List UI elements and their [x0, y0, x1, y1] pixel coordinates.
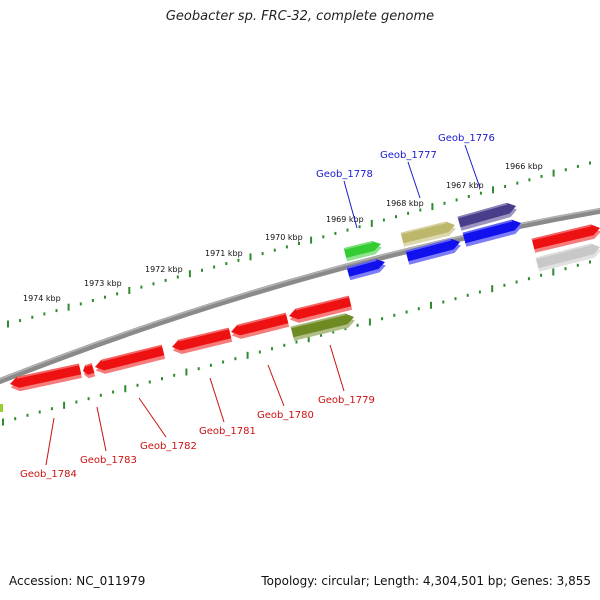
gene-label-leader: [329, 344, 345, 392]
kbp-label: 1971 kbp: [205, 249, 243, 258]
gene-red-right: [531, 224, 600, 250]
gene-geob-1782: [95, 344, 165, 371]
kbp-label: 1974 kbp: [23, 294, 61, 303]
gene-geob-1782-highlight: [101, 344, 163, 362]
kbp-label: 1967 kbp: [446, 181, 484, 190]
gene-label-leader: [138, 397, 167, 438]
gene-olive-highlight: [290, 313, 346, 329]
gene-label-leader: [343, 180, 358, 229]
kbp-label: 1968 kbp: [386, 199, 424, 208]
gene-label: Geob_1784: [20, 469, 77, 480]
gene-label-leader: [45, 417, 55, 466]
gene-label-leader: [464, 144, 481, 189]
edge-gene-fragment: [0, 404, 3, 412]
gene-geob-1780-highlight: [237, 312, 287, 327]
gene-geob-1784-highlight: [16, 363, 80, 379]
gene-blue-3-highlight: [462, 219, 513, 235]
gene-geob-1779: [289, 295, 352, 320]
gene-label: Geob_1779: [318, 395, 375, 406]
gene-geob-1777: [400, 221, 455, 244]
gene-olive: [290, 313, 354, 338]
gene-label-leader: [209, 377, 225, 423]
gene-blue-2: [405, 238, 460, 262]
gene-gray-right-highlight: [535, 243, 592, 260]
gene-blue-2-highlight: [405, 238, 452, 253]
page-title: Geobacter sp. FRC-32, complete genome: [165, 9, 435, 24]
gene-label: Geob_1777: [380, 150, 437, 161]
gene-blue-1: [346, 259, 385, 277]
accession-label: Accession: NC_011979: [9, 574, 146, 588]
gene-geob-1776: [457, 202, 516, 228]
gene-label: Geob_1783: [80, 455, 137, 466]
gene-geob-1779-highlight: [295, 295, 350, 311]
gene-geob-1780: [231, 312, 289, 336]
kbp-label: 1972 kbp: [145, 265, 183, 274]
gene-geob-1778-highlight: [343, 241, 373, 250]
gene-label: Geob_1778: [316, 169, 373, 180]
gene-gray-right: [535, 243, 600, 269]
gene-label: Geob_1781: [199, 426, 256, 437]
gene-geob-1781: [172, 327, 232, 351]
kbp-label: 1969 kbp: [326, 215, 364, 224]
gene-blue-1-highlight: [346, 259, 377, 269]
kbp-label: 1966 kbp: [505, 162, 543, 171]
gene-red-right-highlight: [531, 224, 592, 241]
kbp-label: 1973 kbp: [84, 279, 122, 288]
gene-label-leader: [407, 161, 421, 199]
gene-blue-3: [462, 219, 521, 244]
gene-geob-1776-highlight: [457, 202, 508, 219]
gene-label: Geob_1780: [257, 410, 314, 421]
gene-label: Geob_1776: [438, 133, 495, 144]
kbp-label: 1970 kbp: [265, 233, 303, 242]
gene-label: Geob_1782: [140, 441, 197, 452]
genome-summary: Topology: circular; Length: 4,304,501 bp…: [261, 574, 591, 588]
gene-geob-1784: [10, 363, 82, 388]
gene-geob-1777-highlight: [400, 221, 447, 235]
gene-label-leader: [267, 364, 285, 407]
gene-geob-1778: [343, 241, 381, 258]
gene-geob-1783-highlight: [85, 363, 93, 367]
gene-label-leader: [96, 406, 107, 452]
gene-geob-1781-highlight: [178, 327, 230, 342]
